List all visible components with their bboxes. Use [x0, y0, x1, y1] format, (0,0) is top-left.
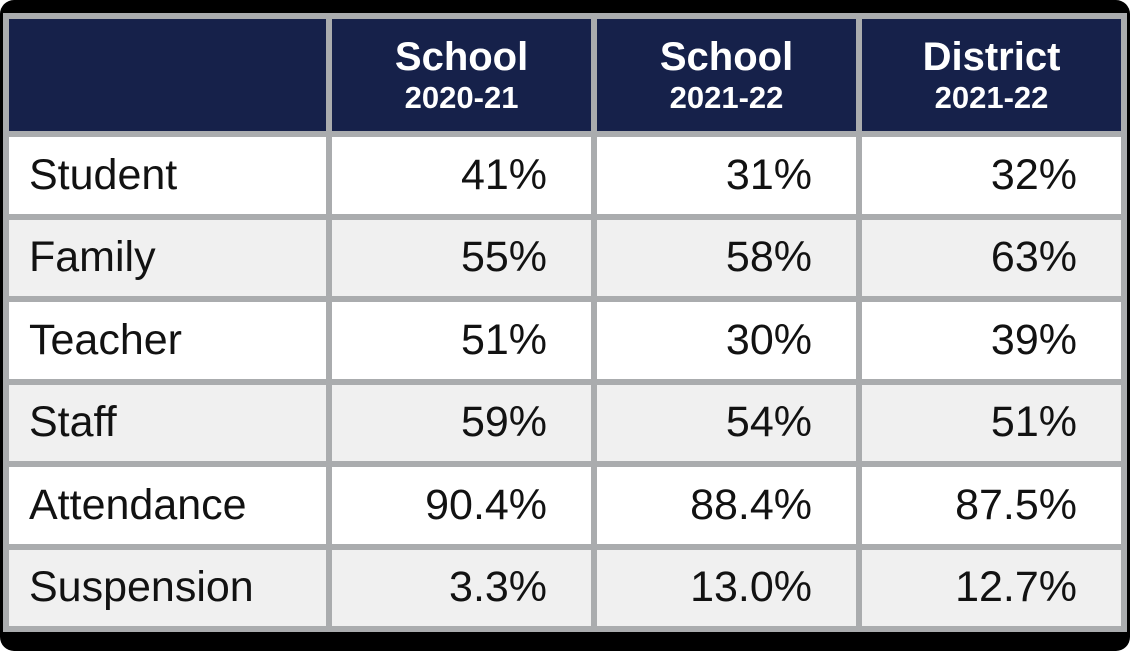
row-label: Student: [2, 131, 333, 220]
table-header: School 2020-21 School 2021-22 District 2…: [2, 13, 1127, 137]
table-row-family: Family 55% 58% 63%: [2, 213, 1127, 302]
column-header-district-2021-22: District 2021-22: [856, 13, 1127, 137]
row-label: Teacher: [2, 296, 333, 385]
metric-value: 41%: [326, 131, 598, 220]
table-row-teacher: Teacher 51% 30% 39%: [2, 296, 1127, 385]
metric-value: 88.4%: [591, 461, 862, 550]
header-row: School 2020-21 School 2021-22 District 2…: [2, 13, 1127, 137]
metric-value: 54%: [591, 378, 862, 467]
column-title: School: [659, 34, 794, 79]
row-label: Suspension: [2, 543, 333, 632]
column-title: School: [394, 34, 529, 79]
metric-value: 51%: [856, 378, 1127, 467]
column-subtitle: 2021-22: [669, 79, 784, 115]
metric-value: 12.7%: [856, 543, 1127, 632]
column-subtitle: 2021-22: [934, 79, 1049, 115]
metric-value: 39%: [856, 296, 1127, 385]
metric-value: 13.0%: [591, 543, 862, 632]
column-header-school-2020-21: School 2020-21: [326, 13, 598, 137]
row-label: Staff: [2, 378, 333, 467]
table-row-attendance: Attendance 90.4% 88.4% 87.5%: [2, 461, 1127, 550]
column-title: District: [922, 34, 1061, 79]
table-row-suspension: Suspension 3.3% 13.0% 12.7%: [2, 543, 1127, 632]
metric-value: 30%: [591, 296, 862, 385]
metric-value: 59%: [326, 378, 598, 467]
metric-value: 55%: [326, 213, 598, 302]
table-row-student: Student 41% 31% 32%: [2, 131, 1127, 220]
column-header-blank: [2, 13, 333, 137]
column-header-school-2021-22: School 2021-22: [591, 13, 862, 137]
metric-value: 58%: [591, 213, 862, 302]
table-row-staff: Staff 59% 54% 51%: [2, 378, 1127, 467]
school-metrics-table: School 2020-21 School 2021-22 District 2…: [2, 13, 1127, 632]
metric-value: 87.5%: [856, 461, 1127, 550]
column-subtitle: 2020-21: [404, 79, 519, 115]
row-label: Attendance: [2, 461, 333, 550]
metric-value: 32%: [856, 131, 1127, 220]
metric-value: 63%: [856, 213, 1127, 302]
metric-value: 90.4%: [326, 461, 598, 550]
metric-value: 31%: [591, 131, 862, 220]
table-body: Student 41% 31% 32% Family 55% 58% 63% T…: [2, 131, 1127, 632]
metric-value: 51%: [326, 296, 598, 385]
metric-value: 3.3%: [326, 543, 598, 632]
row-label: Family: [2, 213, 333, 302]
